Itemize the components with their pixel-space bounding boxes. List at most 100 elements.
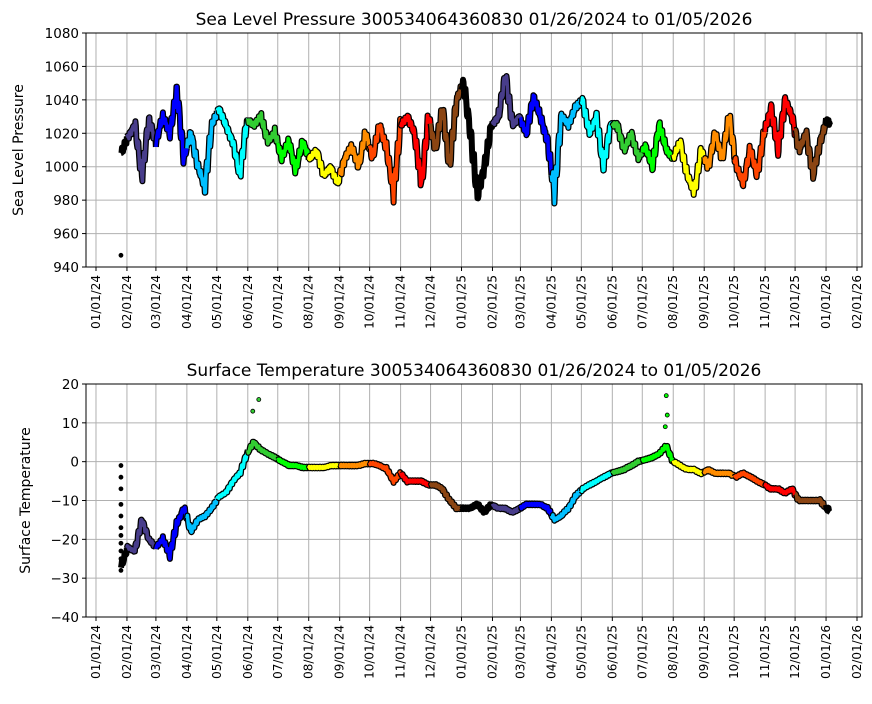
x-tick-label: 10/01/24 bbox=[363, 275, 377, 329]
chart-title: Surface Temperature 300534064360830 01/2… bbox=[187, 361, 762, 381]
x-tick-label: 09/01/25 bbox=[697, 275, 711, 329]
chart-panel-2: −40 −30 −20 −10 0 10 20 01/01/24 02/01/24 03/01/2… bbox=[18, 361, 864, 679]
x-tick-label: 03/01/24 bbox=[149, 625, 163, 679]
x-tick-label: 04/01/24 bbox=[180, 275, 194, 329]
x-tick-label: 10/01/25 bbox=[727, 275, 741, 329]
series-segment-5-2024 bbox=[246, 439, 280, 462]
outlier-point bbox=[118, 540, 124, 546]
x-tick-label: 04/01/25 bbox=[544, 275, 558, 329]
y-tick-label: −30 bbox=[51, 571, 80, 587]
x-tick-label: 08/01/25 bbox=[666, 625, 680, 679]
outlier-point bbox=[118, 513, 124, 519]
x-tick-label: 05/01/25 bbox=[574, 275, 588, 329]
series-segment-0-2026 bbox=[824, 117, 832, 127]
series-segment-11-2024 bbox=[428, 84, 464, 167]
series-segment-10-2024 bbox=[398, 113, 433, 188]
x-tick-label: 06/01/24 bbox=[241, 625, 255, 679]
series-segment-1-2025 bbox=[490, 74, 522, 129]
series-segment-6-2025 bbox=[640, 120, 675, 172]
series-segment-5-2025 bbox=[610, 458, 644, 475]
outlier-point bbox=[250, 408, 256, 414]
x-tick-label: 02/01/26 bbox=[850, 625, 864, 679]
outlier-point bbox=[662, 424, 668, 430]
x-tick-label: 05/01/25 bbox=[574, 625, 588, 679]
x-tick-label: 08/01/24 bbox=[302, 625, 316, 679]
outlier-point bbox=[118, 533, 124, 538]
series-segment-1-2025 bbox=[490, 503, 522, 515]
series-segment-9-2024 bbox=[367, 460, 402, 485]
series-segment-10-2024 bbox=[398, 472, 433, 488]
series-segment-4-2025 bbox=[579, 470, 614, 493]
series-segment-7-2024 bbox=[307, 462, 342, 471]
series-segment-0-2025 bbox=[460, 501, 495, 515]
x-tick-label: 07/01/24 bbox=[271, 625, 285, 679]
series-segment-0-2026 bbox=[824, 504, 832, 514]
x-tick-label: 05/01/24 bbox=[210, 625, 224, 679]
y-tick-label: −40 bbox=[51, 610, 80, 626]
x-tick-label: 09/01/24 bbox=[333, 625, 347, 679]
axes-frame bbox=[85, 383, 863, 618]
series-segment-4-2024 bbox=[215, 106, 250, 179]
x-tick-label: 03/01/25 bbox=[513, 625, 527, 679]
series-segment-8-2024 bbox=[337, 129, 372, 177]
x-tick-label: 10/01/25 bbox=[727, 625, 741, 679]
x-tick-label: 12/01/24 bbox=[424, 625, 438, 679]
series-segment-6-2025 bbox=[640, 444, 675, 463]
outlier-point bbox=[118, 252, 124, 258]
series-segment-3-2024 bbox=[185, 110, 219, 195]
series-segment-6-2024 bbox=[276, 136, 311, 176]
series-segment-0-2025 bbox=[459, 78, 495, 201]
outlier-point bbox=[664, 412, 670, 418]
x-tick-label: 02/01/25 bbox=[485, 275, 499, 329]
y-tick-label: 980 bbox=[53, 193, 79, 209]
x-tick-label: 11/01/25 bbox=[758, 625, 772, 679]
x-tick-label: 11/01/24 bbox=[394, 625, 408, 679]
x-tick-label: 11/01/25 bbox=[758, 275, 772, 329]
x-tick-label: 06/01/24 bbox=[241, 275, 255, 329]
outlier-point bbox=[118, 568, 124, 573]
x-tick-label: 04/01/24 bbox=[180, 625, 194, 679]
x-tick-label: 09/01/24 bbox=[333, 275, 347, 329]
series-segment-4-2024 bbox=[215, 449, 250, 500]
y-axis-label: Sea Level Pressure bbox=[11, 84, 27, 216]
series-segment-9-2024 bbox=[367, 117, 403, 205]
x-tick-label: 12/01/25 bbox=[788, 275, 802, 329]
chart-title: Sea Level Pressure 300534064360830 01/26… bbox=[196, 10, 753, 30]
outlier-point bbox=[118, 556, 124, 562]
x-tick-label: 12/01/24 bbox=[424, 275, 438, 329]
series-segment-6-2024 bbox=[276, 457, 311, 471]
x-tick-label: 02/01/24 bbox=[120, 275, 134, 329]
series-segment-8-2024 bbox=[338, 460, 372, 469]
series-segment-8-2025 bbox=[702, 113, 736, 171]
outlier-point bbox=[118, 486, 124, 492]
series-segment-2-2024 bbox=[154, 505, 189, 561]
outlier-point bbox=[118, 501, 124, 507]
outlier-point bbox=[118, 463, 124, 468]
y-tick-label: −20 bbox=[51, 532, 80, 548]
y-axis-label: Surface Temperature bbox=[18, 427, 34, 573]
y-tick-label: 10 bbox=[62, 416, 79, 432]
series-segment-7-2024 bbox=[306, 147, 342, 186]
series-segment-8-2025 bbox=[702, 467, 736, 478]
chart-panel-1: 940 960 980 1000 1020 1040 1060 1080 01/01/24 02/… bbox=[11, 10, 864, 329]
x-tick-label: 02/01/26 bbox=[850, 275, 864, 329]
x-tick-label: 09/01/25 bbox=[697, 625, 711, 679]
x-tick-label: 07/01/24 bbox=[271, 275, 285, 329]
x-tick-label: 01/01/24 bbox=[89, 275, 103, 329]
series-segment-7-2025 bbox=[671, 138, 706, 197]
x-tick-label: 03/01/25 bbox=[513, 275, 527, 329]
series-segment-11-2024 bbox=[428, 482, 464, 512]
y-tick-label: 1000 bbox=[45, 160, 79, 176]
y-tick-label: 20 bbox=[62, 377, 79, 393]
series-segment-2-2025 bbox=[518, 501, 554, 517]
y-tick-label: 960 bbox=[53, 227, 79, 243]
series-segment-3-2025 bbox=[549, 488, 583, 523]
series-segment-3-2025 bbox=[549, 98, 583, 206]
outlier-point bbox=[118, 474, 124, 480]
outlier-point bbox=[256, 397, 262, 402]
y-tick-label: 1080 bbox=[45, 26, 79, 42]
series-segment-10-2025 bbox=[763, 95, 797, 158]
x-tick-label: 11/01/24 bbox=[394, 275, 408, 329]
x-tick-label: 12/01/25 bbox=[788, 625, 802, 679]
